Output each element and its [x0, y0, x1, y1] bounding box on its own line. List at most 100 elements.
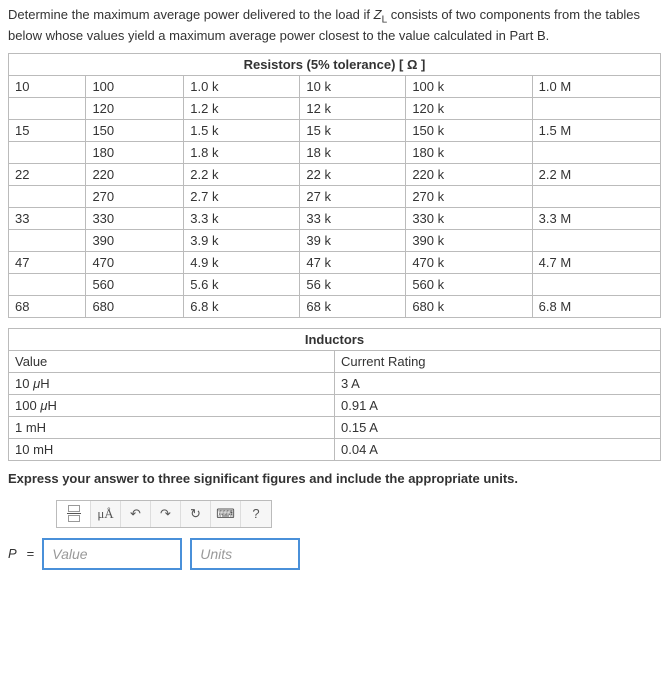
table-row: 474704.9 k47 k470 k4.7 M — [9, 251, 661, 273]
table-cell: 10 — [9, 75, 86, 97]
table-row: 151501.5 k15 k150 k1.5 M — [9, 119, 661, 141]
table-cell: 120 — [86, 97, 184, 119]
table-cell: 390 — [86, 229, 184, 251]
table-cell: 220 — [86, 163, 184, 185]
table-cell: 470 — [86, 251, 184, 273]
table-cell: 4.7 M — [532, 251, 660, 273]
table-cell: 180 k — [406, 141, 532, 163]
table-cell — [532, 141, 660, 163]
help-button[interactable]: ? — [241, 501, 271, 527]
table-row: 333303.3 k33 k330 k3.3 M — [9, 207, 661, 229]
table-cell: 150 — [86, 119, 184, 141]
equals-sign: = — [27, 546, 35, 561]
table-cell: 470 k — [406, 251, 532, 273]
table-cell: 12 k — [300, 97, 406, 119]
table-cell: 330 k — [406, 207, 532, 229]
table-cell: 68 — [9, 295, 86, 317]
table-cell — [9, 273, 86, 295]
value-input[interactable]: Value — [42, 538, 182, 570]
table-cell: 39 k — [300, 229, 406, 251]
units-input[interactable]: Units — [190, 538, 300, 570]
table-cell: 3.3 M — [532, 207, 660, 229]
redo-button[interactable]: ↷ — [151, 501, 181, 527]
table-cell: 22 — [9, 163, 86, 185]
table-cell: 680 — [86, 295, 184, 317]
table-row: 101001.0 k10 k100 k1.0 M — [9, 75, 661, 97]
table-cell: 100 — [86, 75, 184, 97]
table-cell: 3.9 k — [184, 229, 300, 251]
table-row: 10 μH3 A — [9, 372, 661, 394]
table-cell: 33 — [9, 207, 86, 229]
table-cell: 100 k — [406, 75, 532, 97]
table-cell: 6.8 k — [184, 295, 300, 317]
table-cell: 1.0 M — [532, 75, 660, 97]
table-cell: 2.7 k — [184, 185, 300, 207]
table-cell: 33 k — [300, 207, 406, 229]
table-cell: 180 — [86, 141, 184, 163]
table-cell — [532, 97, 660, 119]
table-cell: 680 k — [406, 295, 532, 317]
inductors-table: Inductors Value Current Rating 10 μH3 A1… — [8, 328, 661, 461]
keyboard-button[interactable]: ⌨ — [211, 501, 241, 527]
instruction-text: Express your answer to three significant… — [8, 471, 661, 486]
units-button[interactable]: μÅ — [91, 501, 121, 527]
table-cell: 5.6 k — [184, 273, 300, 295]
table-cell: 1.2 k — [184, 97, 300, 119]
table-cell: 2.2 M — [532, 163, 660, 185]
table-cell — [532, 273, 660, 295]
table-cell: 6.8 M — [532, 295, 660, 317]
table-cell: 22 k — [300, 163, 406, 185]
answer-variable: P — [8, 546, 17, 561]
inductors-col-value: Value — [9, 350, 335, 372]
table-cell: 220 k — [406, 163, 532, 185]
table-row: 5605.6 k56 k560 k — [9, 273, 661, 295]
table-cell: 0.91 A — [335, 394, 661, 416]
undo-button[interactable]: ↶ — [121, 501, 151, 527]
formula-toolbar: μÅ ↶ ↷ ↻ ⌨ ? — [56, 500, 272, 528]
table-cell — [9, 97, 86, 119]
table-cell — [532, 185, 660, 207]
table-cell: 18 k — [300, 141, 406, 163]
resistors-header: Resistors (5% tolerance) [ Ω ] — [9, 53, 661, 75]
question-prompt: Determine the maximum average power deli… — [8, 6, 661, 45]
table-cell: 560 — [86, 273, 184, 295]
table-cell: 1.5 M — [532, 119, 660, 141]
table-cell — [9, 185, 86, 207]
table-cell: 15 — [9, 119, 86, 141]
table-cell: 1 mH — [9, 416, 335, 438]
table-cell: 2.2 k — [184, 163, 300, 185]
table-cell: 1.0 k — [184, 75, 300, 97]
table-row: 100 μH0.91 A — [9, 394, 661, 416]
table-cell: 10 mH — [9, 438, 335, 460]
inductors-header: Inductors — [9, 328, 661, 350]
resistors-table: Resistors (5% tolerance) [ Ω ] 101001.0 … — [8, 53, 661, 318]
table-cell: 560 k — [406, 273, 532, 295]
inductors-col-rating: Current Rating — [335, 350, 661, 372]
table-cell: 3 A — [335, 372, 661, 394]
table-cell: 390 k — [406, 229, 532, 251]
table-row: 3903.9 k39 k390 k — [9, 229, 661, 251]
table-cell: 3.3 k — [184, 207, 300, 229]
table-cell: 330 — [86, 207, 184, 229]
table-cell: 0.15 A — [335, 416, 661, 438]
table-cell: 100 μH — [9, 394, 335, 416]
table-row: 1 mH0.15 A — [9, 416, 661, 438]
table-cell: 10 μH — [9, 372, 335, 394]
answer-row: P = Value Units — [8, 538, 661, 570]
reset-button[interactable]: ↻ — [181, 501, 211, 527]
table-cell: 15 k — [300, 119, 406, 141]
table-cell — [9, 141, 86, 163]
table-row: 686806.8 k68 k680 k6.8 M — [9, 295, 661, 317]
table-cell: 68 k — [300, 295, 406, 317]
table-row: 1801.8 k18 k180 k — [9, 141, 661, 163]
answer-area: μÅ ↶ ↷ ↻ ⌨ ? P = Value Units — [8, 500, 661, 570]
table-cell: 0.04 A — [335, 438, 661, 460]
fraction-button[interactable] — [57, 501, 91, 527]
table-cell: 270 — [86, 185, 184, 207]
table-cell: 56 k — [300, 273, 406, 295]
table-cell: 1.5 k — [184, 119, 300, 141]
table-cell: 47 k — [300, 251, 406, 273]
table-cell — [9, 229, 86, 251]
table-cell: 150 k — [406, 119, 532, 141]
table-row: 222202.2 k22 k220 k2.2 M — [9, 163, 661, 185]
